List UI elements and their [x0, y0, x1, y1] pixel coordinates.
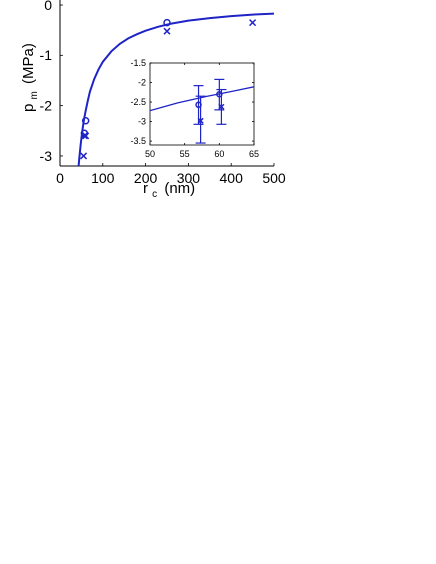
y-axis-label: p m (MPa)	[20, 43, 41, 112]
main-x-tick-label: 200	[134, 170, 158, 186]
inset-y-tick-label: -2	[138, 78, 146, 88]
x-axis-label-unit: (nm)	[164, 180, 195, 197]
inset-y-tick-label: -3.5	[130, 136, 146, 146]
main-cross-point	[82, 132, 90, 140]
inset-y-tick-label: -1.5	[130, 58, 146, 68]
main-circle-point	[81, 116, 90, 125]
x-axis-label-main: r	[143, 180, 148, 197]
y-axis-label-unit: (MPa)	[20, 43, 37, 84]
main-cross-point	[163, 27, 171, 35]
y-axis-label-main: p	[20, 104, 37, 112]
main-panel: 0 100 200 300 400 500 -3 -2 -1 0	[40, 0, 286, 186]
axis-labels: r c (nm) p m (MPa)	[20, 43, 195, 201]
inset-panel: 50 55 60 65 -3.5 -3 -2.5 -2 -1.5	[130, 58, 259, 159]
main-circle-point	[163, 18, 171, 27]
inset-x-tick-label: 65	[249, 149, 259, 159]
inset-x-tick-label: 60	[214, 149, 224, 159]
inset-cross-point	[218, 103, 225, 110]
inset-x-tick-label: 50	[145, 149, 155, 159]
y-axis-label-subscript: m	[29, 91, 40, 99]
main-cross-point	[80, 132, 88, 140]
inset-frame	[149, 62, 255, 146]
inset-y-tick-label: -3	[138, 117, 146, 127]
main-cross-point	[80, 152, 88, 160]
main-y-tick-label: -3	[40, 148, 53, 164]
inset-y-tick-label: -2.5	[130, 97, 146, 107]
inset-cross-point	[197, 117, 204, 124]
x-axis-label-subscript: c	[152, 189, 157, 200]
main-x-tick-label: 400	[220, 170, 244, 186]
main-cross-point	[249, 19, 257, 27]
main-x-tick-label: 100	[91, 170, 115, 186]
main-x-tick-label: 500	[262, 170, 286, 186]
main-x-tick-label: 300	[177, 170, 201, 186]
main-y-tick-label: -2	[40, 98, 53, 114]
main-x-tick-label: 0	[56, 170, 64, 186]
inset-x-tick-label: 55	[180, 149, 190, 159]
x-axis-label: r c (nm)	[143, 180, 195, 201]
main-y-tick-label: -1	[40, 47, 53, 63]
main-y-tick-label: 0	[44, 0, 52, 13]
